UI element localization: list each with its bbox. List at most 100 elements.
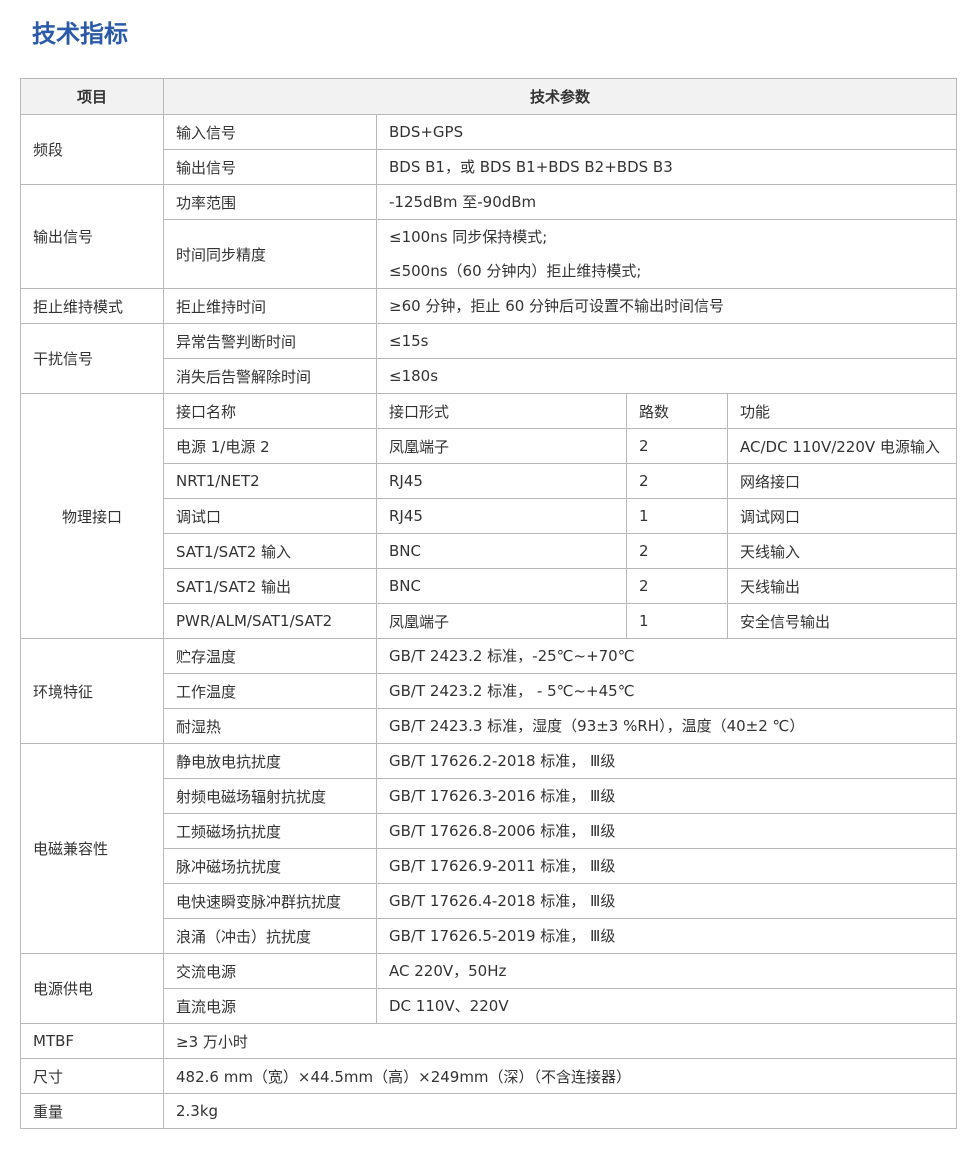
param-value: ≤100ns 同步保持模式; ≤500ns（60 分钟内）拒止维持模式; bbox=[375, 219, 958, 289]
param-name: 工作温度 bbox=[163, 673, 377, 709]
param-value-line: ≤15s bbox=[389, 332, 429, 350]
page-title: 技术指标 bbox=[32, 20, 128, 48]
section-label: 重量 bbox=[20, 1093, 164, 1129]
param-value: -125dBm 至-90dBm bbox=[375, 184, 958, 220]
param-name: 时间同步精度 bbox=[163, 219, 377, 289]
param-name: 贮存温度 bbox=[163, 638, 377, 674]
param-value: BDS+GPS bbox=[375, 114, 958, 150]
header-item: 项目 bbox=[20, 78, 164, 115]
interface-cell: 2 bbox=[626, 428, 728, 464]
interface-cell: 天线输入 bbox=[726, 533, 958, 569]
interface-row: 电源 1/电源 2 凤凰端子 2 AC/DC 110V/220V 电源输入 bbox=[21, 428, 958, 464]
section-label: 频段 bbox=[20, 114, 164, 185]
param-name: 拒止维持时间 bbox=[163, 288, 377, 324]
interface-cell: 2 bbox=[626, 568, 728, 604]
interface-column-header: 接口形式 bbox=[376, 393, 627, 429]
table-row: 尺寸 482.6 mm（宽）×44.5mm（高）×249mm（深）（不含连接器） bbox=[20, 1058, 958, 1094]
interface-cell: 天线输出 bbox=[726, 568, 958, 604]
section-label: 尺寸 bbox=[20, 1058, 164, 1094]
param-name: 交流电源 bbox=[163, 953, 377, 989]
param-value: GB/T 17626.5-2019 标准， Ⅲ级 bbox=[375, 918, 958, 954]
param-name: 工频磁场抗扰度 bbox=[163, 813, 377, 849]
param-value-line: AC 220V，50Hz bbox=[389, 962, 507, 980]
table-row: 输出信号 功率范围 -125dBm 至-90dBm bbox=[20, 184, 958, 289]
param-value: BDS B1，或 BDS B1+BDS B2+BDS B3 bbox=[375, 149, 958, 185]
table-row: 时间同步精度 ≤100ns 同步保持模式; ≤500ns（60 分钟内）拒止维持模式… bbox=[21, 219, 958, 289]
interface-cell: 2 bbox=[626, 463, 728, 499]
interface-cell: AC/DC 110V/220V 电源输入 bbox=[726, 428, 958, 464]
param-value: ≤180s bbox=[375, 358, 958, 394]
section-label: 电源供电 bbox=[20, 953, 164, 1024]
interface-cell: 凤凰端子 bbox=[376, 428, 627, 464]
interface-cell: RJ45 bbox=[376, 498, 627, 534]
table-row: 输出信号 BDS B1，或 BDS B1+BDS B2+BDS B3 bbox=[21, 149, 958, 185]
table-row: 重量 2.3kg bbox=[20, 1093, 958, 1129]
table-row: 频段 输入信号 BDS+GPS bbox=[20, 114, 958, 185]
interface-cell: 2 bbox=[626, 533, 728, 569]
table-row: 浪涌（冲击）抗扰度 GB/T 17626.5-2019 标准， Ⅲ级 bbox=[21, 918, 958, 954]
interface-cell: 调试网口 bbox=[726, 498, 958, 534]
interface-cell: RJ45 bbox=[376, 463, 627, 499]
param-name: 异常告警判断时间 bbox=[163, 323, 377, 359]
section-label: 环境特征 bbox=[20, 638, 164, 744]
param-value: GB/T 17626.2-2018 标准， Ⅲ级 bbox=[375, 743, 958, 779]
param-name: 功率范围 bbox=[163, 184, 377, 220]
spec-table: 项目 技术参数 频段 输入信号 BDS+GPS 输出信号 BDS B1，或 BDS B1… bbox=[20, 78, 958, 1129]
param-value-line: GB/T 2423.3 标准，湿度（93±3 %RH），温度（40±2 ℃） bbox=[389, 717, 805, 735]
interface-cell: 电源 1/电源 2 bbox=[163, 428, 377, 464]
param-value-line: BDS B1，或 BDS B1+BDS B2+BDS B3 bbox=[389, 158, 673, 176]
interface-header-row: 物理接口 接口名称 接口形式 路数 功能 bbox=[20, 393, 958, 639]
param-name: 输入信号 bbox=[163, 114, 377, 150]
interface-cell: 1 bbox=[626, 498, 728, 534]
param-name: 脉冲磁场抗扰度 bbox=[163, 848, 377, 884]
header-params: 技术参数 bbox=[162, 78, 958, 115]
param-value: GB/T 17626.8-2006 标准， Ⅲ级 bbox=[375, 813, 958, 849]
interface-row: NRT1/NET2 RJ45 2 网络接口 bbox=[21, 463, 958, 499]
param-value-line: ≤500ns（60 分钟内）拒止维持模式; bbox=[389, 262, 642, 280]
param-value-line: GB/T 17626.2-2018 标准， Ⅲ级 bbox=[389, 752, 616, 770]
param-value: GB/T 17626.3-2016 标准， Ⅲ级 bbox=[375, 778, 958, 814]
param-name: 输出信号 bbox=[163, 149, 377, 185]
param-value-line: GB/T 17626.9-2011 标准， Ⅲ级 bbox=[389, 857, 616, 875]
section-label: 拒止维持模式 bbox=[20, 288, 164, 324]
param-value: ≤15s bbox=[375, 323, 958, 359]
interface-cell: 网络接口 bbox=[726, 463, 958, 499]
param-value-line: ≤100ns 同步保持模式; bbox=[389, 228, 548, 246]
interface-cell: 1 bbox=[626, 603, 728, 639]
table-row: MTBF ≥3 万小时 bbox=[20, 1023, 958, 1059]
param-value: 2.3kg bbox=[162, 1093, 958, 1129]
interface-cell: SAT1/SAT2 输出 bbox=[163, 568, 377, 604]
param-value-line: ≤180s bbox=[389, 367, 439, 385]
interface-row: SAT1/SAT2 输出 BNC 2 天线输出 bbox=[21, 568, 958, 604]
interface-column-header: 路数 bbox=[626, 393, 728, 429]
interface-cell: PWR/ALM/SAT1/SAT2 bbox=[163, 603, 377, 639]
param-name: 耐湿热 bbox=[163, 708, 377, 744]
param-value: AC 220V，50Hz bbox=[375, 953, 958, 989]
interface-cell: BNC bbox=[376, 533, 627, 569]
param-value: GB/T 2423.2 标准， - 5℃~+45℃ bbox=[375, 673, 958, 709]
param-value: DC 110V、220V bbox=[375, 988, 958, 1024]
param-value-line: GB/T 2423.2 标准，-25℃~+70℃ bbox=[389, 647, 635, 665]
table-row: 电快速瞬变脉冲群抗扰度 GB/T 17626.4-2018 标准， Ⅲ级 bbox=[21, 883, 958, 919]
param-name: 消失后告警解除时间 bbox=[163, 358, 377, 394]
interface-cell: 安全信号输出 bbox=[726, 603, 958, 639]
table-row: 拒止维持模式 拒止维持时间 ≥60 分钟，拒止 60 分钟后可设置不输出时间信号 bbox=[20, 288, 958, 324]
table-row: 脉冲磁场抗扰度 GB/T 17626.9-2011 标准， Ⅲ级 bbox=[21, 848, 958, 884]
table-row: 电磁兼容性 静电放电抗扰度 GB/T 17626.2-2018 标准， Ⅲ级 bbox=[20, 743, 958, 954]
interface-cell: BNC bbox=[376, 568, 627, 604]
table-row: 直流电源 DC 110V、220V bbox=[21, 988, 958, 1024]
section-label: 电磁兼容性 bbox=[20, 743, 164, 954]
param-value-line: GB/T 17626.8-2006 标准， Ⅲ级 bbox=[389, 822, 616, 840]
section-label: 输出信号 bbox=[20, 184, 164, 289]
param-value: ≥60 分钟，拒止 60 分钟后可设置不输出时间信号 bbox=[375, 288, 958, 324]
param-value: GB/T 2423.2 标准，-25℃~+70℃ bbox=[375, 638, 958, 674]
param-name: 直流电源 bbox=[163, 988, 377, 1024]
interface-cell: 凤凰端子 bbox=[376, 603, 627, 639]
section-label: 干扰信号 bbox=[20, 323, 164, 394]
param-name: 静电放电抗扰度 bbox=[163, 743, 377, 779]
param-value: GB/T 17626.9-2011 标准， Ⅲ级 bbox=[375, 848, 958, 884]
interface-cell: SAT1/SAT2 输入 bbox=[163, 533, 377, 569]
interface-row: 调试口 RJ45 1 调试网口 bbox=[21, 498, 958, 534]
interface-row: PWR/ALM/SAT1/SAT2 凤凰端子 1 安全信号输出 bbox=[21, 603, 958, 639]
param-name: 浪涌（冲击）抗扰度 bbox=[163, 918, 377, 954]
